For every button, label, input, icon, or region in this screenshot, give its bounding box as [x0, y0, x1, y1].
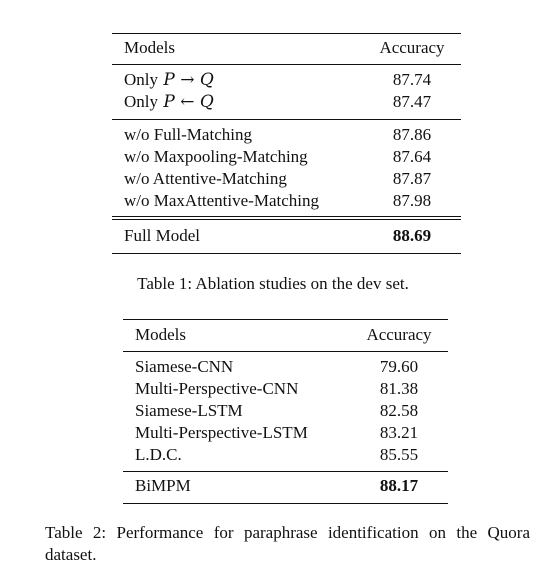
header-accuracy: Accuracy [379, 38, 445, 57]
table-row: w/o Attentive-Matching 87.87 [112, 168, 461, 190]
model-name: Siamese-CNN [135, 357, 234, 376]
accuracy-value: 87.87 [392, 169, 432, 188]
paraphrase-table: Models Accuracy Siamese-CNN 79.60 Multi-… [123, 319, 448, 505]
accuracy-value: 87.98 [392, 191, 432, 210]
double-rule-bottom [112, 219, 461, 220]
double-rule-top [112, 216, 461, 217]
model-name: Multi-Perspective-CNN [135, 379, 299, 398]
header-accuracy: Accuracy [366, 325, 432, 344]
table-row: Siamese-CNN 79.60 [123, 356, 448, 378]
table-row: Only P → Q 87.74 [112, 69, 461, 91]
model-name: Only P → Q [124, 70, 214, 90]
model-name: w/o Full-Matching [124, 125, 252, 144]
model-name: Multi-Perspective-LSTM [135, 423, 308, 442]
table1-caption: Table 1: Ablation studies on the dev set… [137, 274, 409, 293]
table-row: BiMPM 88.17 [123, 475, 448, 497]
accuracy-value: 85.55 [379, 445, 419, 464]
table-row: Multi-Perspective-LSTM 83.21 [123, 422, 448, 444]
accuracy-value: 87.74 [392, 70, 432, 89]
final-rule [123, 471, 448, 472]
accuracy-value: 87.86 [392, 125, 432, 144]
header-row: Models Accuracy [112, 37, 461, 59]
model-name: Siamese-LSTM [135, 401, 243, 420]
accuracy-value: 79.60 [379, 357, 419, 376]
table-row: Multi-Perspective-CNN 81.38 [123, 378, 448, 400]
model-name: L.D.C. [135, 445, 182, 464]
header-models: Models [135, 325, 186, 344]
table-row: Siamese-LSTM 82.58 [123, 400, 448, 422]
model-name: w/o Maxpooling-Matching [124, 147, 308, 166]
model-name: BiMPM [135, 476, 191, 495]
accuracy-value: 83.21 [379, 423, 419, 442]
model-name: Only P ← Q [124, 92, 214, 112]
accuracy-value: 81.38 [379, 379, 419, 398]
accuracy-value: 87.64 [392, 147, 432, 166]
table2-caption: Table 2: Performance for paraphrase iden… [45, 523, 530, 564]
table-row: Full Model 88.69 [112, 225, 461, 247]
model-name: Full Model [124, 226, 201, 245]
accuracy-value: 87.47 [392, 92, 432, 111]
group-rule [112, 119, 461, 120]
bottom-rule [123, 503, 448, 504]
accuracy-value: 88.17 [379, 476, 419, 495]
table-row: w/o MaxAttentive-Matching 87.98 [112, 190, 461, 212]
top-rule [112, 33, 461, 34]
table-row: L.D.C. 85.55 [123, 444, 448, 466]
model-name: w/o MaxAttentive-Matching [124, 191, 319, 210]
header-rule [112, 64, 461, 65]
bottom-rule [112, 253, 461, 254]
table-row: w/o Full-Matching 87.86 [112, 124, 461, 146]
model-name: w/o Attentive-Matching [124, 169, 287, 188]
header-models: Models [124, 38, 175, 57]
header-row: Models Accuracy [123, 324, 448, 346]
table-row: w/o Maxpooling-Matching 87.64 [112, 146, 461, 168]
accuracy-value: 82.58 [379, 401, 419, 420]
header-rule [123, 351, 448, 352]
top-rule [123, 319, 448, 320]
ablation-table: Models Accuracy Only P → Q 87.74 Only P … [112, 33, 461, 255]
accuracy-value: 88.69 [392, 226, 432, 245]
table-row: Only P ← Q 87.47 [112, 91, 461, 113]
